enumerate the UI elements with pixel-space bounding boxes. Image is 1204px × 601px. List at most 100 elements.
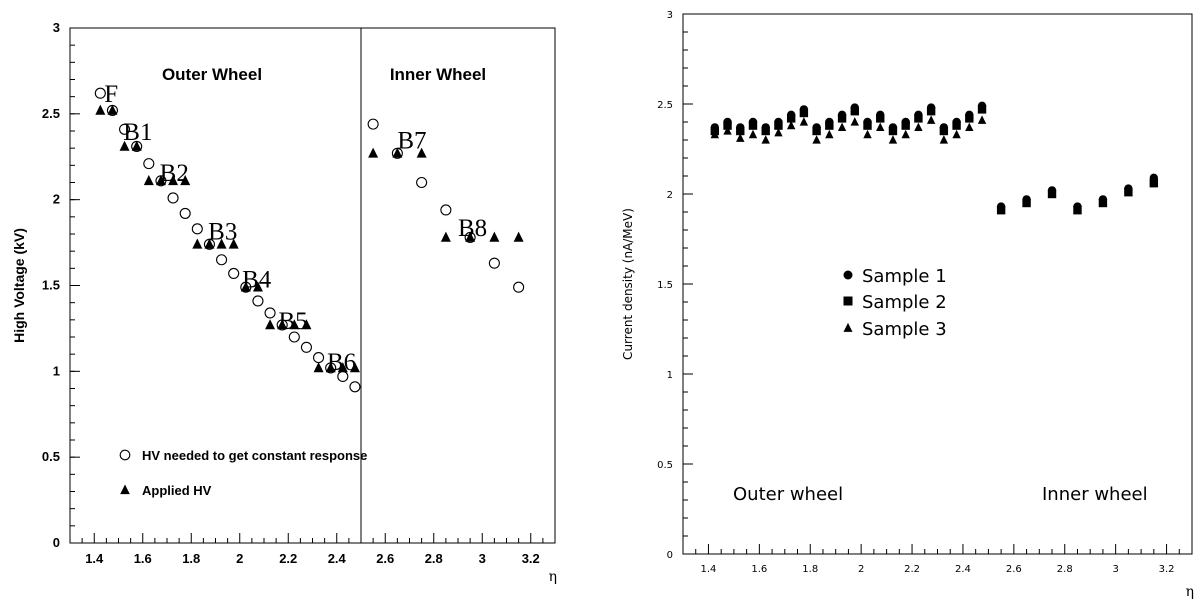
data-point-series-3 [888,135,898,144]
data-point-series-2 [131,140,142,151]
data-point-series-2 [180,175,191,186]
data-point-series-1 [300,341,312,353]
data-point-series-2 [761,126,770,136]
data-point-series-2 [863,121,872,130]
data-point-series-3 [977,115,987,124]
data-point-series-2 [313,362,324,373]
data-point-series-2 [337,362,348,373]
legend-marker [843,296,853,306]
data-point-series-3 [876,122,885,132]
y-axis-label: High Voltage (kV) [11,228,27,343]
data-point-series-2 [876,114,885,123]
data-point-series-2 [977,105,987,114]
y-tick-label: 1.5 [42,278,60,293]
plot-frame [69,27,556,544]
x-tick-label: 3 [1112,564,1118,575]
data-point-series-2 [914,114,923,123]
region-label-inner: Inner Wheel [390,65,486,84]
region-label-outer: Outer Wheel [162,65,262,84]
data-point-series-1 [252,295,264,307]
data-point-series-2 [95,104,106,115]
data-point-series-2 [392,147,403,158]
data-point-series-2 [1047,189,1057,199]
legend-entry: HV needed to get constant response [142,448,367,463]
data-point-series-2 [368,147,379,158]
legend-entry: Sample 2 [862,292,947,313]
data-point-series-2 [325,362,336,373]
data-point-series-2 [228,238,239,249]
data-point-series-2 [799,108,809,118]
data-point-series-3 [786,120,796,130]
data-point-series-2 [850,107,859,116]
x-tick-label: 2 [236,551,243,566]
y-tick-label: 3 [667,10,673,21]
data-point-series-2 [107,104,118,115]
data-point-series-2 [786,114,796,123]
segment-label: B3 [208,219,237,246]
data-point-series-2 [489,231,500,242]
y-axis-label: Current density (nA/MeV) [621,208,635,360]
data-point-series-2 [1124,188,1133,197]
data-point-series-3 [901,129,910,139]
data-point-series-3 [761,135,770,144]
x-tick-label: 2.8 [425,551,443,566]
x-tick-label: 3 [479,551,486,566]
y-tick-label: 3 [53,20,60,35]
data-point-series-2 [837,114,847,123]
data-point-series-2 [204,238,215,249]
data-point-series-2 [888,126,898,136]
data-point-series-3 [965,122,974,132]
region-label-outer: Outer wheel [733,484,843,505]
x-tick-label: 1.6 [751,564,767,575]
data-point-series-3 [736,133,745,142]
data-point-series-1 [94,87,106,99]
data-point-series-2 [143,175,154,186]
y-tick-label: 0.5 [657,460,673,471]
data-point-series-2 [1073,206,1082,215]
legend-marker [119,449,131,461]
segment-label: B5 [279,308,308,335]
legend-marker [843,322,853,332]
data-point-series-3 [952,129,961,139]
segment-label: F [104,81,118,108]
data-point-series-2 [252,281,263,292]
data-point-series-2 [216,238,227,249]
data-point-series-1 [440,204,452,216]
data-point-series-2 [119,140,130,151]
y-tick-label: 2 [667,190,673,201]
data-point-series-3 [850,117,859,126]
data-point-series-1 [264,307,276,319]
data-point-series-2 [939,126,949,136]
data-point-series-3 [799,117,809,126]
x-tick-label: 1.8 [802,564,818,575]
x-tick-label: 1.6 [134,551,152,566]
data-point-series-1 [143,158,155,170]
data-point-series-1 [367,118,379,130]
current-density-chart: 1.4 1.6 1.8 2 2.2 2.4 2.6 2.8 3 3.2 0 0.5 1 1.5 2 2.5 3 C… [621,10,1194,600]
data-point-series-1 [313,352,325,364]
x-axis-label: η [549,569,557,585]
data-point-series-1 [216,254,228,266]
segment-label: B1 [123,119,152,146]
data-point-series-1 [349,381,361,393]
data-point-series-2 [774,121,783,130]
x-tick-label: 1.4 [700,564,716,575]
data-point-series-1 [288,331,300,343]
segment-label: B2 [160,160,189,187]
legend-marker [843,270,853,280]
legend-entry: Sample 1 [862,266,947,287]
data-point-series-2 [416,147,427,158]
data-point-series-2 [825,121,834,130]
legend-marker [120,484,130,495]
data-point-series-1 [119,123,131,135]
y-tick-label: 0.5 [42,449,60,464]
x-tick-label: 2.6 [376,551,394,566]
segment-label: B4 [242,267,272,294]
x-tick-label: 2.2 [279,551,297,566]
x-tick-label: 2.8 [1057,564,1073,575]
data-point-series-1 [191,223,203,235]
x-tick-label: 2 [858,564,864,575]
data-point-series-3 [723,126,732,135]
data-point-series-2 [440,231,451,242]
